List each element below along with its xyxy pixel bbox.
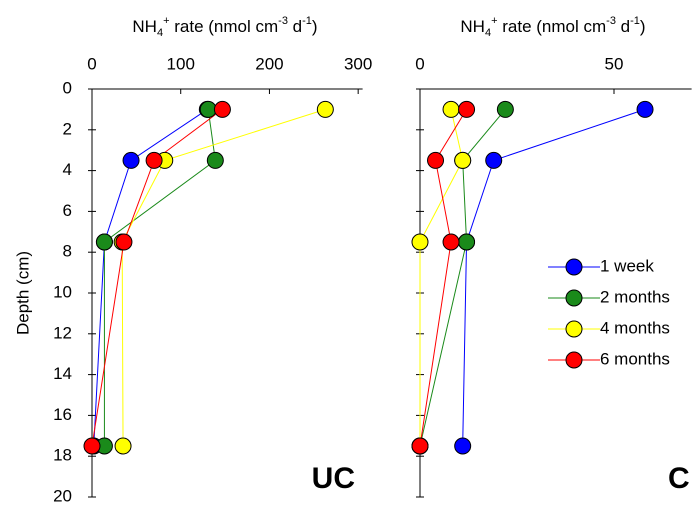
y-tick-label: 10 (53, 282, 72, 301)
x-tick-label: 300 (344, 54, 372, 73)
marker (316, 100, 334, 118)
marker (485, 151, 503, 169)
label-part: + (163, 15, 169, 27)
marker (454, 437, 472, 455)
marker (83, 437, 101, 455)
label-part: d (288, 17, 302, 36)
marker (122, 151, 140, 169)
y-tick-label: 16 (53, 405, 72, 424)
y-tick-label: 0 (63, 78, 72, 97)
y-tick-label: 18 (53, 446, 72, 465)
legend-marker (565, 351, 583, 369)
marker (213, 100, 231, 118)
label-part: ) (312, 17, 318, 36)
y-tick-label: 12 (53, 323, 72, 342)
y-tick-label: 4 (63, 160, 72, 179)
legend-label: 1 week (600, 256, 654, 275)
marker (145, 151, 163, 169)
y-tick-label: 14 (53, 364, 72, 383)
label-part: d (616, 17, 630, 36)
marker (636, 100, 654, 118)
label-part: + (491, 15, 497, 27)
marker (442, 100, 460, 118)
series-line (93, 108, 208, 447)
marker (427, 151, 445, 169)
y-tick-label: 8 (63, 242, 72, 261)
label-part: ) (640, 17, 646, 36)
x-tick-label: 100 (167, 54, 195, 73)
marker (442, 233, 460, 251)
label-part: 4 (157, 27, 163, 39)
series-line (103, 109, 216, 446)
x-tick-label: 50 (605, 54, 624, 73)
marker (115, 233, 133, 251)
legend-marker (565, 258, 583, 276)
legend-marker (565, 320, 583, 338)
label-part: -1 (630, 15, 640, 27)
series-line (419, 109, 467, 447)
y-tick-label: 2 (63, 119, 72, 138)
x-tick-label: 0 (415, 54, 424, 73)
label-part: NH (132, 17, 157, 36)
marker (454, 151, 472, 169)
x-tick-label: 200 (255, 54, 283, 73)
label-part: rate (nmol cm (170, 17, 279, 36)
marker (199, 100, 217, 118)
series-line (419, 109, 464, 446)
series-line (121, 108, 326, 447)
x-tick-label: 0 (87, 54, 96, 73)
marker (95, 233, 113, 251)
marker (114, 437, 132, 455)
x-axis-label: NH4+ rate (nmol cm-3 d-1) (132, 15, 317, 39)
marker (411, 233, 429, 251)
marker (458, 233, 476, 251)
marker (206, 151, 224, 169)
label-part: rate (nmol cm (498, 17, 607, 36)
y-axis-label: Depth (cm) (13, 251, 32, 335)
series-line (91, 108, 223, 447)
x-axis-label: NH4+ rate (nmol cm-3 d-1) (460, 15, 645, 39)
legend-label: 6 months (600, 349, 670, 368)
series-line (419, 109, 506, 447)
y-tick-label: 6 (63, 201, 72, 220)
legend-marker (565, 289, 583, 307)
series-line (462, 108, 646, 447)
label-part: 4 (485, 27, 491, 39)
label-part: -1 (302, 15, 312, 27)
label-part: -3 (606, 15, 616, 27)
label-part: NH (460, 17, 485, 36)
panel-label: C (668, 462, 690, 495)
legend-label: 2 months (600, 287, 670, 306)
label-part: -3 (278, 15, 288, 27)
y-tick-label: 20 (53, 486, 72, 505)
panel-label: UC (312, 462, 355, 495)
marker (496, 100, 514, 118)
marker (458, 100, 476, 118)
marker (411, 437, 429, 455)
legend-label: 4 months (600, 318, 670, 337)
